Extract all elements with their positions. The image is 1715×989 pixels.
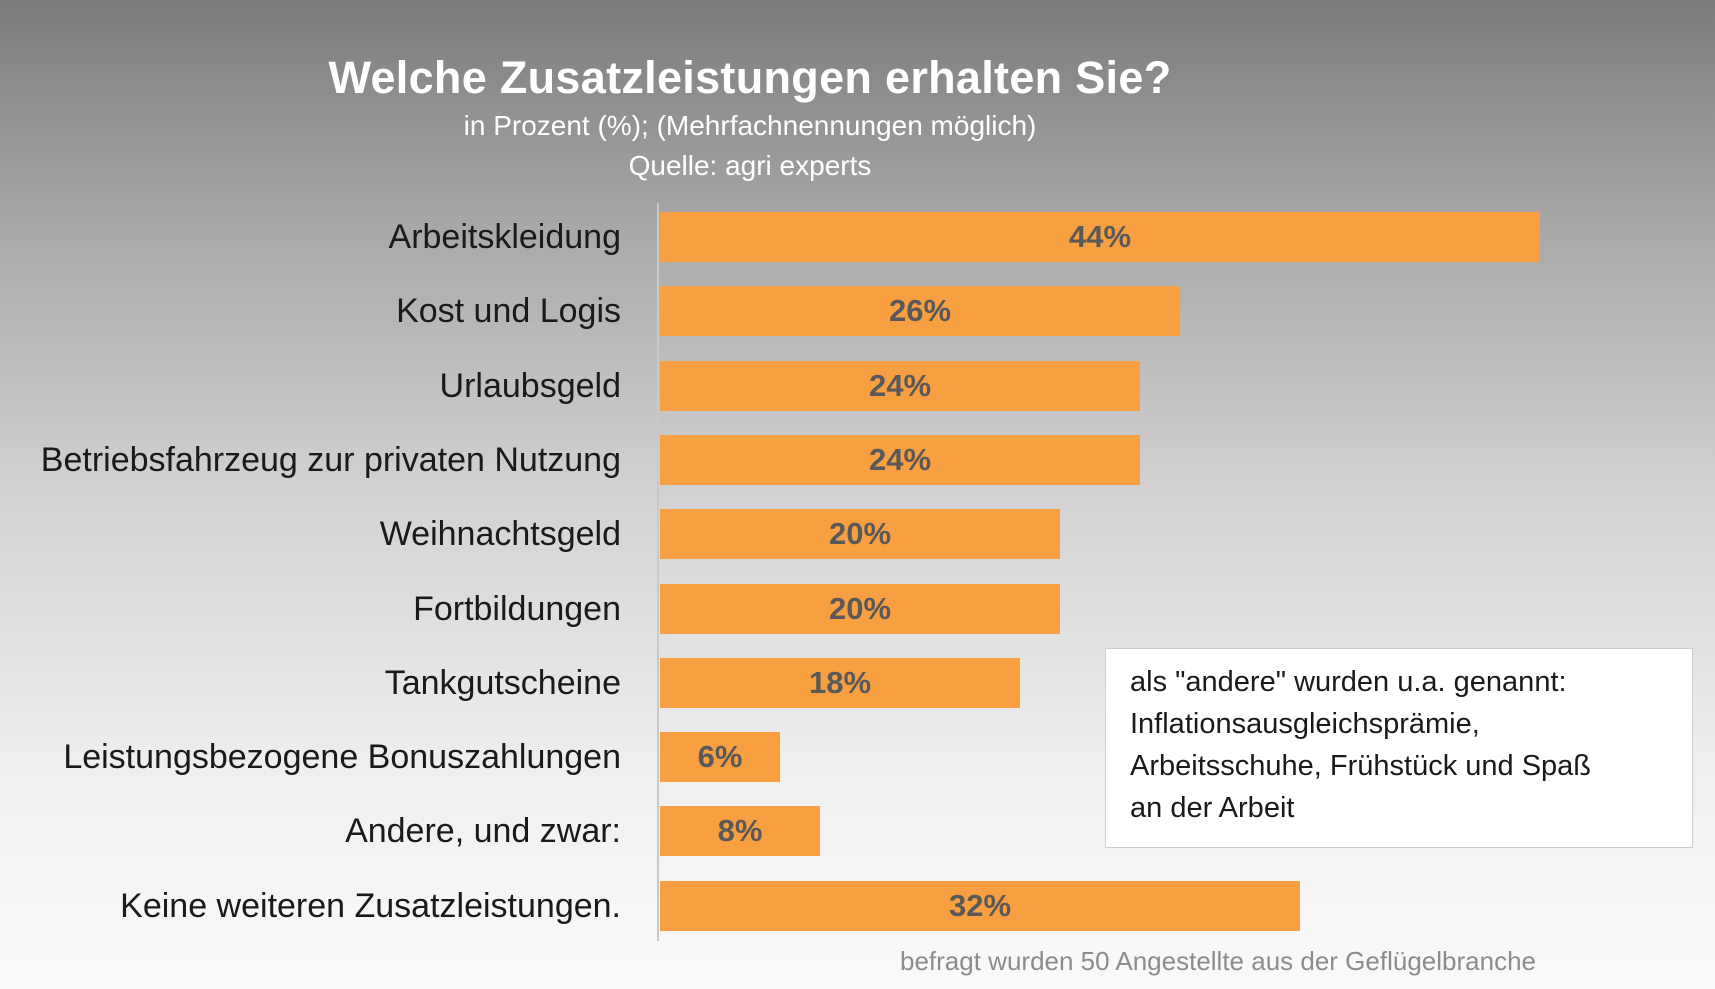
category-label-tankgutscheine: Tankgutscheine — [384, 664, 621, 702]
category-axis-line — [657, 203, 659, 941]
bar-weihnachtsgeld — [660, 509, 1060, 559]
bar-arbeitskleidung — [660, 212, 1540, 262]
bar-urlaubsgeld — [660, 361, 1140, 411]
bar-kost-und-logis — [660, 286, 1180, 336]
note-line-1: als "andere" wurden u.a. genannt: — [1130, 666, 1567, 698]
category-label-andere-und-zwar: Andere, und zwar: — [345, 812, 621, 850]
note-line-2: Inflationsausgleichsprämie, — [1130, 708, 1480, 740]
category-label-leistungsbezogene-bonuszahlungen: Leistungsbezogene Bonuszahlungen — [63, 738, 621, 776]
bar-value-label-andere-und-zwar: 8% — [717, 813, 763, 848]
bar-tankgutscheine — [660, 658, 1020, 708]
footnote: befragt wurden 50 Angestellte aus der Ge… — [900, 946, 1536, 976]
note-box: als "andere" wurden u.a. genannt: Inflat… — [1105, 648, 1693, 848]
note-line-3: Arbeitsschuhe, Frühstück und Spaß — [1130, 750, 1592, 782]
chart-source: Quelle: agri experts — [628, 150, 872, 181]
bar-value-label-fortbildungen: 20% — [828, 591, 892, 626]
bar-value-label-tankgutscheine: 18% — [808, 665, 872, 700]
bar-value-label-weihnachtsgeld: 20% — [828, 516, 892, 551]
bar-fortbildungen — [660, 584, 1060, 634]
category-label-keine-weiteren-zusatzleistungen: Keine weiteren Zusatzleistungen. — [120, 887, 621, 925]
bar-keine-weiteren-zusatzleistungen — [660, 881, 1300, 931]
bar-value-label-kost-und-logis: 26% — [888, 293, 952, 328]
category-label-arbeitskleidung: Arbeitskleidung — [388, 218, 621, 256]
category-label-fortbildungen: Fortbildungen — [413, 590, 621, 628]
bar-value-label-keine-weiteren-zusatzleistungen: 32% — [948, 888, 1012, 923]
bar-value-label-leistungsbezogene-bonuszahlungen: 6% — [697, 739, 743, 774]
chart-title: Welche Zusatzleistungen erhalten Sie? — [328, 52, 1172, 103]
chart-subtitle: in Prozent (%); (Mehrfachnennungen mögli… — [463, 110, 1037, 141]
bar-betriebsfahrzeug-zur-privaten-nutzung — [660, 435, 1140, 485]
category-label-kost-und-logis: Kost und Logis — [396, 292, 621, 330]
bar-andere-und-zwar — [660, 806, 820, 856]
category-label-betriebsfahrzeug-zur-privaten-nutzung: Betriebsfahrzeug zur privaten Nutzung — [40, 441, 621, 479]
note-line-4: an der Arbeit — [1130, 792, 1295, 824]
bar-value-label-arbeitskleidung: 44% — [1068, 219, 1132, 254]
category-label-urlaubsgeld: Urlaubsgeld — [439, 367, 621, 405]
category-label-weihnachtsgeld: Weihnachtsgeld — [379, 515, 621, 553]
bar-leistungsbezogene-bonuszahlungen — [660, 732, 780, 782]
bar-value-label-urlaubsgeld: 24% — [868, 368, 932, 403]
bar-value-label-betriebsfahrzeug-zur-privaten-nutzung: 24% — [868, 442, 932, 477]
